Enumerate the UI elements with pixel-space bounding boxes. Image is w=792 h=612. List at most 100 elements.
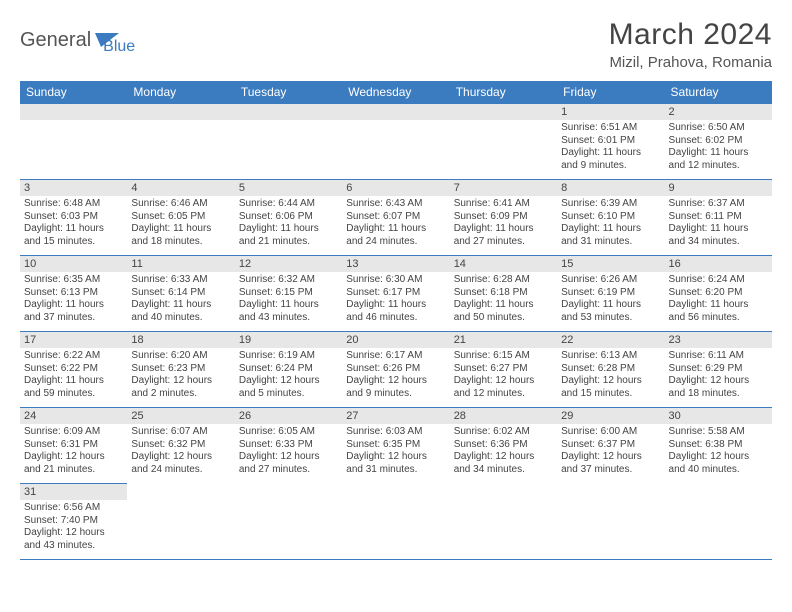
cell-daylight2: and 15 minutes. [561, 388, 660, 401]
calendar-cell [665, 484, 772, 560]
cell-sunset: Sunset: 6:22 PM [24, 363, 123, 376]
day-number: 12 [235, 256, 342, 272]
cell-sunrise: Sunrise: 6:22 AM [24, 350, 123, 363]
cell-daylight2: and 40 minutes. [131, 312, 230, 325]
cell-sunrise: Sunrise: 6:13 AM [561, 350, 660, 363]
calendar-cell: 30Sunrise: 5:58 AMSunset: 6:38 PMDayligh… [665, 408, 772, 484]
header-right: March 2024 Mizil, Prahova, Romania [609, 18, 772, 71]
cell-daylight1: Daylight: 11 hours [561, 299, 660, 312]
weekday-sunday: Sunday [20, 81, 127, 104]
calendar-row: 3Sunrise: 6:48 AMSunset: 6:03 PMDaylight… [20, 180, 772, 256]
calendar-cell: 15Sunrise: 6:26 AMSunset: 6:19 PMDayligh… [557, 256, 664, 332]
cell-daylight1: Daylight: 11 hours [131, 223, 230, 236]
cell-body: Sunrise: 6:39 AMSunset: 6:10 PMDaylight:… [557, 196, 664, 250]
calendar-cell: 16Sunrise: 6:24 AMSunset: 6:20 PMDayligh… [665, 256, 772, 332]
day-number: 6 [342, 180, 449, 196]
cell-sunset: Sunset: 6:17 PM [346, 287, 445, 300]
cell-daylight2: and 18 minutes. [131, 236, 230, 249]
cell-daylight2: and 18 minutes. [669, 388, 768, 401]
cell-daylight1: Daylight: 12 hours [669, 451, 768, 464]
cell-sunset: Sunset: 6:14 PM [131, 287, 230, 300]
cell-sunset: Sunset: 6:20 PM [669, 287, 768, 300]
calendar-row: 10Sunrise: 6:35 AMSunset: 6:13 PMDayligh… [20, 256, 772, 332]
cell-body: Sunrise: 6:51 AMSunset: 6:01 PMDaylight:… [557, 120, 664, 174]
calendar-cell: 11Sunrise: 6:33 AMSunset: 6:14 PMDayligh… [127, 256, 234, 332]
day-number: 8 [557, 180, 664, 196]
cell-sunrise: Sunrise: 6:17 AM [346, 350, 445, 363]
cell-sunset: Sunset: 6:11 PM [669, 211, 768, 224]
calendar-cell [127, 484, 234, 560]
day-number: 5 [235, 180, 342, 196]
page-header: General Blue March 2024 Mizil, Prahova, … [20, 18, 772, 71]
calendar-cell: 22Sunrise: 6:13 AMSunset: 6:28 PMDayligh… [557, 332, 664, 408]
cell-daylight1: Daylight: 12 hours [24, 527, 123, 540]
weekday-tuesday: Tuesday [235, 81, 342, 104]
cell-sunrise: Sunrise: 6:11 AM [669, 350, 768, 363]
cell-sunset: Sunset: 6:37 PM [561, 439, 660, 452]
calendar-cell: 7Sunrise: 6:41 AMSunset: 6:09 PMDaylight… [450, 180, 557, 256]
cell-sunrise: Sunrise: 6:51 AM [561, 122, 660, 135]
calendar-cell: 8Sunrise: 6:39 AMSunset: 6:10 PMDaylight… [557, 180, 664, 256]
cell-sunrise: Sunrise: 6:02 AM [454, 426, 553, 439]
calendar-cell: 12Sunrise: 6:32 AMSunset: 6:15 PMDayligh… [235, 256, 342, 332]
calendar-body: 1Sunrise: 6:51 AMSunset: 6:01 PMDaylight… [20, 104, 772, 560]
cell-sunrise: Sunrise: 6:39 AM [561, 198, 660, 211]
day-number: 9 [665, 180, 772, 196]
cell-sunrise: Sunrise: 6:00 AM [561, 426, 660, 439]
cell-daylight2: and 59 minutes. [24, 388, 123, 401]
cell-daylight2: and 40 minutes. [669, 464, 768, 477]
cell-daylight2: and 31 minutes. [561, 236, 660, 249]
logo-text-general: General [20, 29, 91, 52]
calendar-cell [127, 104, 234, 180]
cell-sunset: Sunset: 6:29 PM [669, 363, 768, 376]
cell-daylight1: Daylight: 11 hours [561, 223, 660, 236]
cell-daylight1: Daylight: 11 hours [454, 223, 553, 236]
day-number: 31 [20, 484, 127, 500]
cell-daylight1: Daylight: 11 hours [24, 375, 123, 388]
cell-daylight1: Daylight: 11 hours [24, 299, 123, 312]
cell-sunrise: Sunrise: 6:19 AM [239, 350, 338, 363]
day-number: 28 [450, 408, 557, 424]
cell-daylight1: Daylight: 11 hours [239, 299, 338, 312]
day-number: 26 [235, 408, 342, 424]
cell-sunset: Sunset: 6:31 PM [24, 439, 123, 452]
cell-daylight1: Daylight: 12 hours [239, 451, 338, 464]
cell-sunrise: Sunrise: 6:09 AM [24, 426, 123, 439]
cell-daylight2: and 21 minutes. [24, 464, 123, 477]
calendar-cell [557, 484, 664, 560]
calendar-cell [235, 484, 342, 560]
cell-body: Sunrise: 5:58 AMSunset: 6:38 PMDaylight:… [665, 424, 772, 478]
cell-daylight2: and 9 minutes. [346, 388, 445, 401]
cell-sunset: Sunset: 6:06 PM [239, 211, 338, 224]
day-number: 16 [665, 256, 772, 272]
cell-daylight2: and 9 minutes. [561, 160, 660, 173]
cell-daylight1: Daylight: 11 hours [346, 223, 445, 236]
cell-sunrise: Sunrise: 6:05 AM [239, 426, 338, 439]
cell-daylight1: Daylight: 11 hours [669, 299, 768, 312]
cell-daylight1: Daylight: 12 hours [454, 375, 553, 388]
cell-sunrise: Sunrise: 6:28 AM [454, 274, 553, 287]
calendar-cell: 17Sunrise: 6:22 AMSunset: 6:22 PMDayligh… [20, 332, 127, 408]
cell-body: Sunrise: 6:43 AMSunset: 6:07 PMDaylight:… [342, 196, 449, 250]
cell-body: Sunrise: 6:22 AMSunset: 6:22 PMDaylight:… [20, 348, 127, 402]
cell-sunrise: Sunrise: 6:03 AM [346, 426, 445, 439]
calendar-cell: 27Sunrise: 6:03 AMSunset: 6:35 PMDayligh… [342, 408, 449, 484]
cell-sunrise: Sunrise: 6:26 AM [561, 274, 660, 287]
calendar-row: 17Sunrise: 6:22 AMSunset: 6:22 PMDayligh… [20, 332, 772, 408]
cell-body: Sunrise: 6:46 AMSunset: 6:05 PMDaylight:… [127, 196, 234, 250]
day-number: 13 [342, 256, 449, 272]
cell-daylight2: and 24 minutes. [131, 464, 230, 477]
cell-sunset: Sunset: 7:40 PM [24, 515, 123, 528]
calendar-row: 31Sunrise: 6:56 AMSunset: 7:40 PMDayligh… [20, 484, 772, 560]
cell-sunrise: Sunrise: 6:43 AM [346, 198, 445, 211]
cell-sunrise: Sunrise: 6:30 AM [346, 274, 445, 287]
cell-sunset: Sunset: 6:28 PM [561, 363, 660, 376]
cell-sunset: Sunset: 6:24 PM [239, 363, 338, 376]
day-number: 2 [665, 104, 772, 120]
calendar-cell: 14Sunrise: 6:28 AMSunset: 6:18 PMDayligh… [450, 256, 557, 332]
weekday-wednesday: Wednesday [342, 81, 449, 104]
cell-sunset: Sunset: 6:13 PM [24, 287, 123, 300]
calendar-cell [450, 104, 557, 180]
cell-body: Sunrise: 6:07 AMSunset: 6:32 PMDaylight:… [127, 424, 234, 478]
calendar-cell: 19Sunrise: 6:19 AMSunset: 6:24 PMDayligh… [235, 332, 342, 408]
